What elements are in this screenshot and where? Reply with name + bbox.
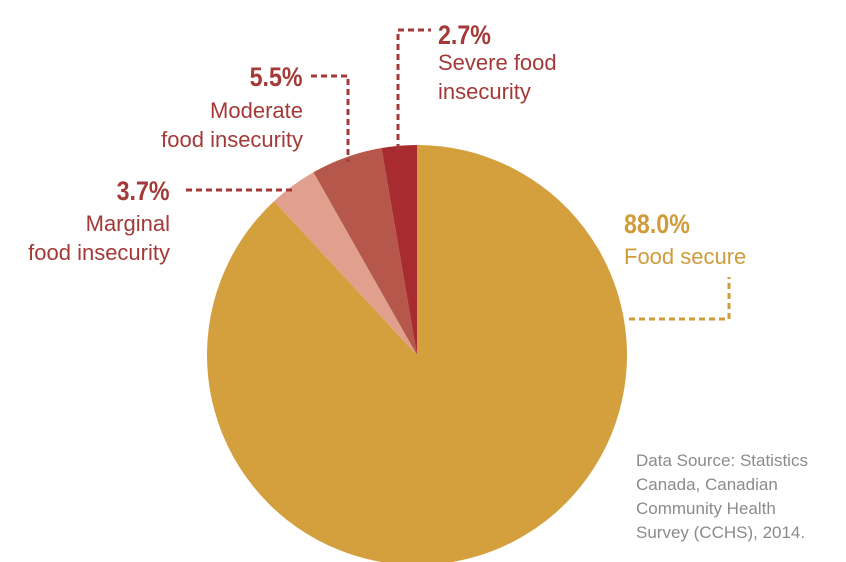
leader-lines [186, 28, 731, 321]
leader-line-food-secure [629, 277, 731, 321]
slice-value-marginal: 3.7% [117, 176, 170, 206]
data-source-line-1: Data Source: Statistics [636, 451, 808, 470]
pie-slice-food-secure [207, 145, 627, 562]
data-source-note: Data Source: Statistics Canada, Canadian… [636, 449, 836, 545]
slice-label-marginal-line2: food insecurity [28, 240, 170, 265]
leader-line-severe [396, 28, 431, 150]
pie-slice-moderate [313, 148, 417, 355]
data-source-line-2: Canada, Canadian [636, 475, 778, 494]
slice-value-severe: 2.7% [438, 20, 491, 50]
leader-line-moderate [311, 74, 350, 162]
slice-value-moderate: 5.5% [250, 62, 303, 92]
slice-value-food-secure: 88.0% [624, 209, 690, 239]
slice-label-moderate-line1: Moderate [210, 98, 303, 123]
slice-label-severe-line2: insecurity [438, 79, 531, 104]
data-source-line-4: Survey (CCHS), 2014. [636, 523, 806, 542]
slice-label-moderate-line2: food insecurity [161, 127, 303, 152]
slice-label-food-secure: Food secure [624, 244, 747, 269]
data-source-line-3: Community Health [636, 499, 776, 518]
pie-slice-marginal [274, 172, 417, 355]
slice-label-marginal-line1: Marginal [85, 211, 170, 236]
pie-slices [207, 145, 627, 562]
pie-slice-severe [381, 145, 417, 355]
slice-label-severe-line1: Severe food [438, 50, 557, 75]
